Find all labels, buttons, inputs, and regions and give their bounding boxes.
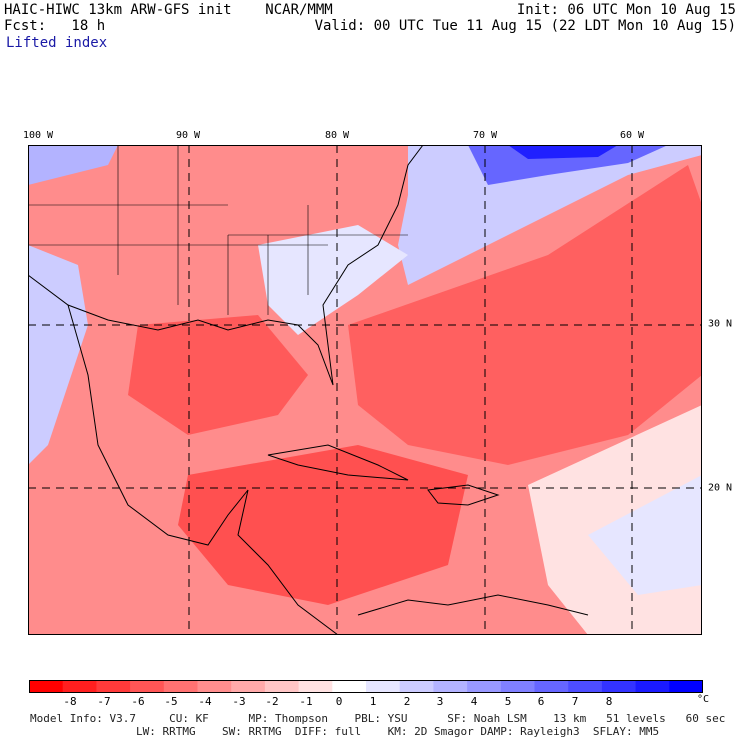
model-info-line2: LW: RRTMG SW: RRTMG DIFF: full KM: 2D Sm… [30, 725, 660, 738]
colorbar-swatch [568, 680, 603, 693]
colorbar-swatch [467, 680, 502, 693]
colorbar-swatch [534, 680, 569, 693]
us-state-borders [28, 145, 408, 315]
stable-zone-northeast [398, 145, 702, 285]
lon-label-80w: 80 W [324, 130, 350, 141]
stable-zone-southeast [588, 475, 702, 595]
colorbar-swatch [669, 680, 703, 693]
colorbar-swatch [500, 680, 535, 693]
colorbar-swatch [197, 680, 232, 693]
colorbar-swatch [130, 680, 165, 693]
field-name: Lifted index [6, 35, 108, 51]
stable-zone-northwest [28, 145, 118, 185]
colorbar-label: 4 [470, 695, 478, 708]
model-title: HAIC-HIWC 13km ARW-GFS init NCAR/MMM [4, 2, 333, 18]
colorbar-label: -6 [131, 695, 145, 708]
map-frame [28, 145, 702, 635]
colorbar-swatch [62, 680, 97, 693]
colorbar-label: -3 [232, 695, 246, 708]
colorbar-label: 1 [369, 695, 377, 708]
colorbar-label: -2 [265, 695, 279, 708]
colorbar-label: -1 [299, 695, 313, 708]
colorbar-label: 6 [537, 695, 545, 708]
stable-zone-west [28, 245, 88, 465]
colorbar-label: -8 [63, 695, 77, 708]
lon-label-70w: 70 W [472, 130, 498, 141]
colorbar-swatch [29, 680, 64, 693]
lat-label-30n: 30 N [708, 318, 733, 330]
grid-lines [28, 145, 702, 635]
lat-label-20n: 20 N [708, 482, 733, 494]
stable-zone-far-north [508, 145, 618, 159]
forecast-hour: Fcst: 18 h [4, 18, 106, 34]
colorbar-label: -4 [198, 695, 212, 708]
unstable-zone-caribbean [178, 445, 468, 605]
colorbar-label: 2 [403, 695, 411, 708]
color-scale-bar [29, 680, 703, 693]
colorbar-swatch [433, 680, 468, 693]
coastline-mexico [67, 304, 339, 635]
unstable-zone-atlantic [348, 165, 702, 465]
unstable-zone-gulf [128, 315, 308, 435]
colorbar-unit: °C [697, 694, 710, 705]
colorbar-label: 0 [335, 695, 343, 708]
lon-label-60w: 60 W [619, 130, 645, 141]
colorbar-label: 5 [504, 695, 512, 708]
coastline-cuba [267, 444, 409, 481]
model-info-line1: Model Info: V3.7 CU: KF MP: Thompson PBL… [30, 712, 726, 725]
init-time: Init: 06 UTC Mon 10 Aug 15 [516, 2, 736, 18]
colorbar-swatch [332, 680, 367, 693]
valid-time: Valid: 00 UTC Tue 11 Aug 15 (22 LDT Mon … [314, 18, 736, 34]
colorbar-swatch [163, 680, 198, 693]
colorbar-swatch [231, 680, 266, 693]
colorbar-swatch [399, 680, 434, 693]
coastline-south-america [357, 594, 589, 616]
colorbar-swatch [635, 680, 670, 693]
coastline-us-gulf [28, 145, 424, 386]
lifted-index-map [28, 145, 702, 635]
colorbar-swatch [601, 680, 637, 693]
colorbar-frame [29, 680, 703, 693]
colorbar-label: -7 [97, 695, 111, 708]
colorbar-label: 3 [436, 695, 444, 708]
stable-zone-northeast-core [468, 145, 668, 185]
weak-zone-southeast-us [258, 225, 408, 335]
lon-label-90w: 90 W [175, 130, 201, 141]
colorbar-swatch [298, 680, 333, 693]
colorbar-swatch [96, 680, 131, 693]
coastline-hispaniola [427, 484, 500, 506]
colorbar-label: -5 [164, 695, 178, 708]
colorbar-label: 8 [605, 695, 613, 708]
colorbar-swatch [264, 680, 300, 693]
lon-label-100w: 100 W [22, 130, 54, 141]
colorbar-label: 7 [571, 695, 579, 708]
colorbar-swatch [366, 680, 401, 693]
